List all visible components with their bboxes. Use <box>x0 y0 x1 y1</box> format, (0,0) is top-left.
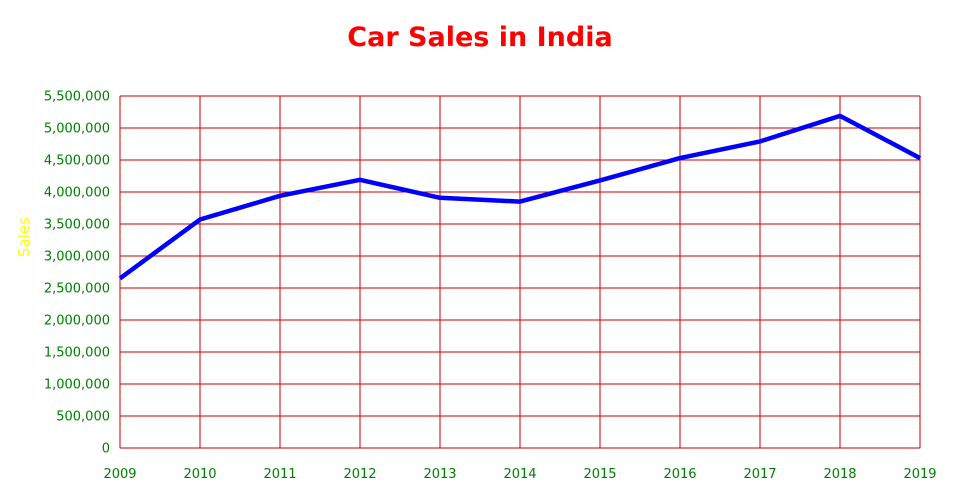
x-tick-label: 2018 <box>823 467 856 482</box>
x-tick-label: 2019 <box>903 467 936 482</box>
y-axis-ticks: 0 500,000 1,000,000 1,500,000 2,000,000 2,500… <box>44 90 110 457</box>
x-tick-label: 2015 <box>583 467 616 482</box>
x-tick-label: 2016 <box>663 467 696 482</box>
y-tick-label: 2,500,000 <box>44 282 110 297</box>
y-tick-label: 500,000 <box>56 410 110 425</box>
y-tick-label: 2,000,000 <box>44 314 110 329</box>
x-tick-label: 2014 <box>503 467 536 482</box>
y-tick-label: 5,500,000 <box>44 90 110 105</box>
y-tick-label: 5,000,000 <box>44 122 110 137</box>
y-axis-title: Sales <box>15 217 33 257</box>
x-axis-ticks: 2009 2010 2011 2012 2013 2014 2015 2016 2017 2018… <box>103 467 936 482</box>
grid <box>119 95 921 449</box>
chart-title: Car Sales in India <box>347 22 613 53</box>
x-tick-label: 2010 <box>183 467 216 482</box>
x-tick-label: 2011 <box>263 467 296 482</box>
y-tick-label: 1,500,000 <box>44 346 110 361</box>
y-tick-label: 4,500,000 <box>44 154 110 169</box>
y-tick-label: 3,500,000 <box>44 218 110 233</box>
series-layer <box>118 113 922 281</box>
y-tick-label: 4,000,000 <box>44 186 110 201</box>
y-tick-label: 3,000,000 <box>44 250 110 265</box>
x-tick-label: 2013 <box>423 467 456 482</box>
x-tick-label: 2017 <box>743 467 776 482</box>
x-tick-label: 2009 <box>103 467 136 482</box>
x-tick-label: 2012 <box>343 467 376 482</box>
y-tick-label: 1,000,000 <box>44 378 110 393</box>
y-tick-label: 0 <box>102 442 110 457</box>
